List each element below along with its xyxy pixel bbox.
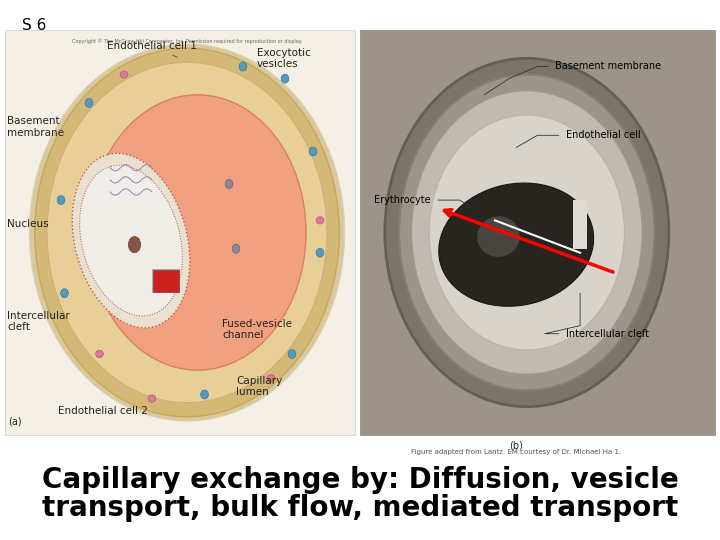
Text: Intercellular cleft: Intercellular cleft [566, 329, 649, 339]
Ellipse shape [281, 74, 289, 83]
Text: Figure adapted from Lantz. EM courtesy of Dr. Michael Ha 1.: Figure adapted from Lantz. EM courtesy o… [411, 449, 621, 455]
Ellipse shape [30, 44, 344, 421]
Ellipse shape [385, 58, 669, 407]
Bar [153, 269, 179, 293]
Ellipse shape [72, 153, 190, 328]
Ellipse shape [477, 216, 520, 257]
Ellipse shape [30, 45, 343, 420]
Ellipse shape [232, 244, 240, 253]
Text: Intercellular
cleft: Intercellular cleft [7, 311, 70, 333]
Text: S 6: S 6 [22, 18, 46, 33]
Ellipse shape [47, 63, 327, 403]
Text: Copyright © The McGraw-Hill Companies, Inc. Permission required for reproduction: Copyright © The McGraw-Hill Companies, I… [72, 38, 302, 44]
Text: Erythrocyte: Erythrocyte [374, 195, 431, 205]
Ellipse shape [267, 375, 275, 382]
Bar [5, 30, 355, 435]
Ellipse shape [34, 48, 340, 417]
Ellipse shape [32, 46, 341, 419]
Text: Endothelial cell 2: Endothelial cell 2 [58, 406, 148, 416]
Text: Capillary exchange by: Diffusion, vesicle: Capillary exchange by: Diffusion, vesicl… [42, 467, 678, 495]
Ellipse shape [201, 390, 208, 399]
Text: Fused-vesicle
channel: Fused-vesicle channel [222, 319, 292, 341]
Ellipse shape [438, 183, 593, 306]
Ellipse shape [31, 45, 343, 420]
Ellipse shape [429, 115, 624, 350]
Ellipse shape [85, 98, 93, 107]
Text: Capillary
lumen: Capillary lumen [236, 376, 282, 397]
Ellipse shape [288, 349, 296, 359]
Ellipse shape [33, 47, 341, 418]
Text: Endothelial cell 1: Endothelial cell 1 [107, 41, 197, 57]
Ellipse shape [239, 62, 247, 71]
Ellipse shape [411, 91, 642, 374]
Text: Basement membrane: Basement membrane [555, 62, 662, 71]
Ellipse shape [29, 43, 346, 422]
FancyArrowPatch shape [444, 210, 613, 272]
Text: Nucleus: Nucleus [7, 219, 49, 230]
Bar [30, 314, 40, 354]
Text: Endothelial cell: Endothelial cell [566, 130, 641, 140]
Ellipse shape [316, 248, 324, 257]
Bar [360, 30, 715, 435]
Ellipse shape [80, 165, 182, 316]
Ellipse shape [35, 48, 339, 417]
Ellipse shape [32, 46, 342, 419]
Ellipse shape [57, 195, 65, 205]
Ellipse shape [316, 217, 324, 224]
Ellipse shape [309, 147, 317, 156]
Ellipse shape [60, 289, 68, 298]
Text: Exocytotic
vesicles: Exocytotic vesicles [257, 48, 311, 69]
Bar [153, 270, 179, 292]
Ellipse shape [128, 237, 140, 253]
Ellipse shape [120, 71, 128, 78]
Bar [573, 200, 588, 249]
Ellipse shape [148, 395, 156, 402]
Text: Basement
membrane: Basement membrane [7, 117, 64, 138]
Text: (b): (b) [509, 440, 523, 450]
Ellipse shape [89, 95, 306, 370]
Text: (a): (a) [8, 417, 22, 427]
Ellipse shape [96, 350, 104, 357]
Ellipse shape [225, 179, 233, 188]
Text: transport, bulk flow, mediated transport: transport, bulk flow, mediated transport [42, 495, 678, 523]
Ellipse shape [399, 75, 654, 390]
